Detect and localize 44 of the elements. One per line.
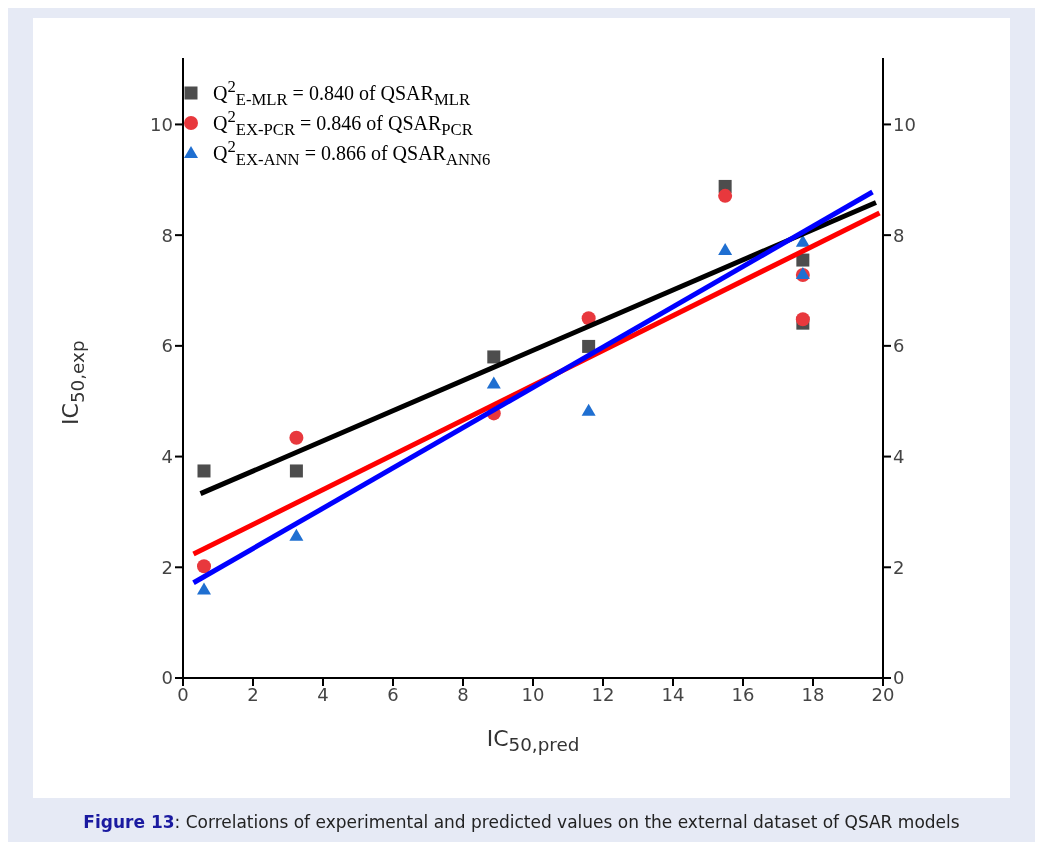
y-tick-label: 10: [150, 113, 173, 135]
y-tick-label: 4: [161, 445, 173, 467]
y2-tick-label: 10: [893, 113, 916, 135]
x-tick-label: 14: [661, 683, 685, 705]
y2-tick-label: 6: [893, 335, 905, 357]
y-tick-label: 6: [161, 335, 173, 357]
x-tick-label: 18: [801, 683, 825, 705]
x-axis-title: IC$_{50,pred}$: [485, 726, 581, 756]
legend-label: Q$^{2}$$_{EX-ANN}$ = 0.866 of QSAR$_{ANN6}$: [213, 136, 491, 170]
x-tick-label: 0: [177, 683, 189, 705]
x-tick-label: 6: [387, 683, 399, 705]
point: [289, 464, 303, 478]
point: [582, 339, 596, 353]
point: [487, 350, 501, 364]
point: [795, 312, 810, 327]
x-tick-label: 4: [317, 683, 329, 705]
point: [289, 430, 304, 445]
x-tick-label: 12: [591, 683, 615, 705]
y2-tick-label: 8: [893, 224, 905, 246]
point: [197, 559, 211, 574]
point: [289, 528, 304, 541]
point: [718, 243, 733, 256]
caption: Figure 13: Correlations of experimental and predicted values on the external dataset of QSAR models: [82, 812, 961, 832]
legend-label: Q$^{2}$$_{E-MLR}$ = 0.840 of QSAR$_{MLR}$: [213, 76, 471, 109]
point: [796, 253, 810, 267]
x-tick-label: 2: [247, 683, 259, 705]
x-tick-label: 10: [521, 683, 545, 705]
y-tick-label: 2: [161, 556, 173, 578]
legend-label: Q$^{2}$$_{EX-PCR}$ = 0.846 of QSAR$_{PCR}$: [213, 106, 473, 139]
x-tick-label: 8: [457, 683, 469, 705]
point: [486, 376, 501, 389]
y-tick-label: 0: [161, 667, 173, 689]
x-tick-label: 20: [871, 683, 895, 705]
point: [581, 311, 596, 326]
point: [718, 188, 733, 203]
point: [581, 403, 596, 416]
y2-tick-label: 4: [893, 445, 905, 467]
point: [795, 234, 810, 247]
point: [197, 464, 211, 478]
y-tick-label: 8: [161, 224, 173, 246]
y2-tick-label: 0: [893, 667, 905, 689]
x-tick-label: 16: [731, 683, 755, 705]
y2-tick-label: 2: [893, 556, 905, 578]
point: [197, 582, 211, 595]
